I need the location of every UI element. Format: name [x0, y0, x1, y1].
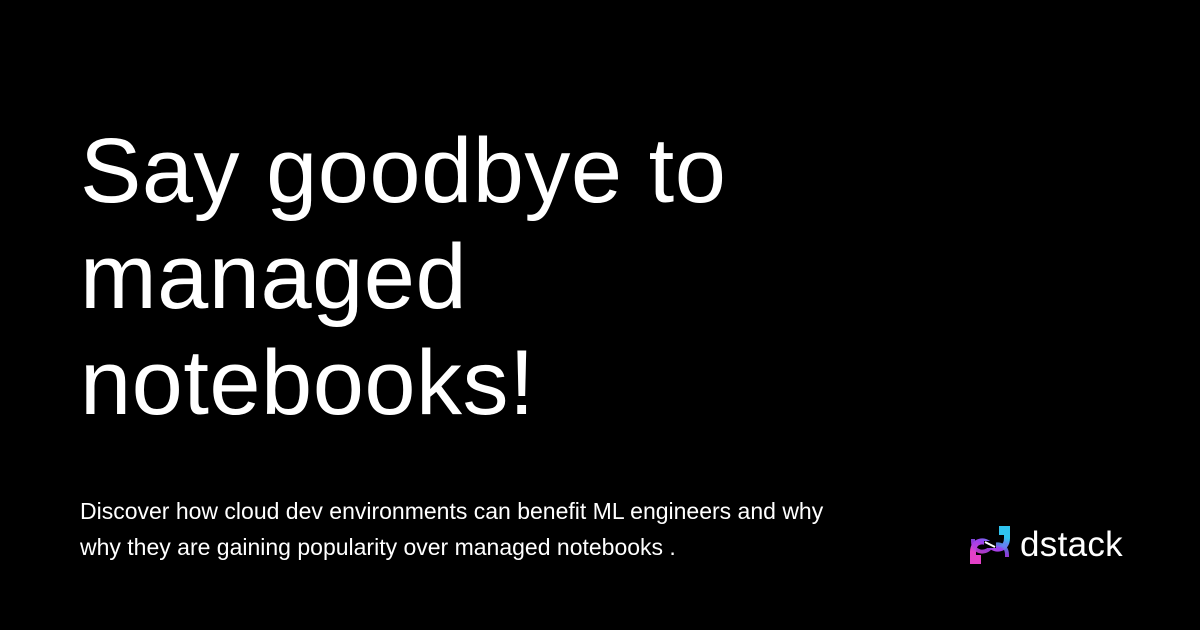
headline: Say goodbye to managed notebooks! — [80, 118, 980, 436]
brand-name: dstack — [1020, 525, 1123, 564]
headline-line-1: Say goodbye to — [80, 120, 727, 222]
description-line-1: Discover how cloud dev environments can … — [80, 498, 824, 524]
description-line-2: why they are gaining popularity over man… — [80, 534, 676, 560]
headline-line-2: managed — [80, 226, 468, 328]
dstack-logo-icon — [969, 526, 1011, 564]
brand: dstack — [966, 520, 1123, 570]
headline-line-3: notebooks! — [80, 332, 536, 434]
description: Discover how cloud dev environments can … — [80, 493, 900, 565]
